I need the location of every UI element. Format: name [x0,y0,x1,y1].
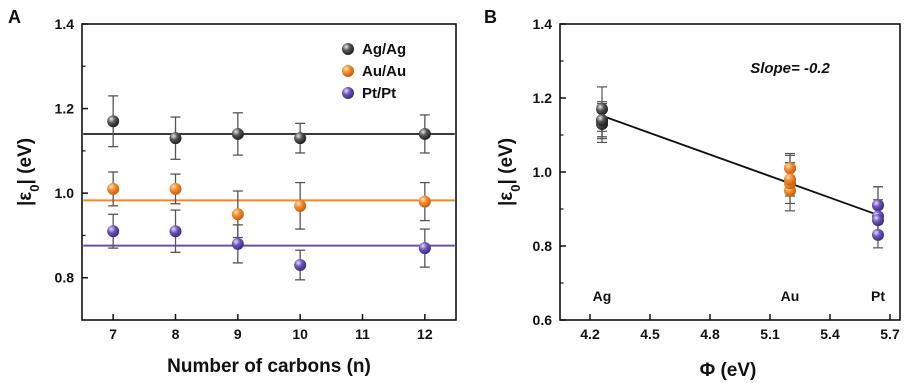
x-tick-label: 11 [355,326,370,342]
data-point-ag-ag [294,132,307,145]
y-tick-label: 0.6 [533,312,553,328]
x-tick-label: 12 [417,326,433,342]
panel-a-legend: Ag/Ag Au/Au Pt/Pt [342,41,406,102]
data-point-au [784,162,796,175]
y-tick-label: 1.2 [533,90,553,106]
panel-b-error-bars [597,86,883,249]
panel-a-mean-lines [83,132,455,247]
panel-b-tick-labels: 4.2 4.5 4.8 5.1 5.4 5.7 0.6 0.8 1.0 1.2 1.4 [533,16,900,342]
legend-label-ag-ag: Ag/Ag [362,41,406,58]
x-tick-label: 8 [172,326,180,342]
legend-label-au-au: Au/Au [362,63,406,80]
y-tick-label: 1.4 [55,16,75,32]
panel-b-ticks [560,23,891,321]
panel-a-letter: A [8,7,21,27]
legend-marker-pt-pt [342,87,354,99]
data-point-pt-pt [107,225,120,238]
panel-b-letter: B [484,7,497,27]
data-point-pt-pt [294,259,307,272]
panel-a-tick-labels: 7 8 9 10 11 12 0.8 1.0 1.2 1.4 [55,16,433,342]
x-tick-label: 4.5 [640,326,660,342]
y-tick-label: 1.2 [55,101,75,117]
legend-marker-ag-ag [342,43,354,55]
x-tick-label: 7 [109,326,117,342]
data-point-pt-pt [418,242,431,255]
panel-a-x-axis-title: Number of carbons (n) [167,356,371,377]
panel-a-points [107,115,431,272]
y-tick-label: 1.0 [533,164,553,180]
data-point-au [784,173,796,186]
data-point-au-au [107,182,120,195]
x-tick-label: 5.1 [760,326,780,342]
metal-label-pt: Pt [871,288,885,304]
x-tick-label: 9 [234,326,242,342]
legend-marker-au-au [342,65,354,77]
data-point-pt [872,199,884,212]
panel-b-y-axis-title: |ε0| (eV) [496,138,523,206]
metal-label-au: Au [781,288,800,304]
panel-a: A 7 8 9 10 11 120.81.01.21.4 Ag/AgAu/AuPt/Pt … [8,7,457,377]
panel-a-y-axis-title: |ε0| (eV) [15,138,42,206]
data-point-pt-pt [169,225,182,238]
data-point-ag-ag [231,127,244,140]
data-point-ag-ag [169,132,182,145]
x-tick-label: 5.7 [880,326,900,342]
panel-b-x-axis-title: Φ (eV) [700,360,757,381]
x-tick-label: 4.8 [700,326,720,342]
data-point-au-au [294,199,307,212]
data-point-ag [596,114,608,127]
data-point-au-au [418,195,431,208]
panel-b: B 4.2 4.5 4.8 5.1 5.4 5.7 0.6 0.8 1.0 1.2 1.4 Ag Au… [484,7,901,381]
data-point-pt [872,228,884,241]
x-tick-label: 4.2 [580,326,600,342]
y-tick-label: 1.0 [55,185,75,201]
data-point-ag-ag [418,127,431,140]
panel-b-frame [559,23,901,321]
data-point-ag [596,103,608,116]
data-point-au-au [231,208,244,221]
panel-a-error-bars [108,95,430,281]
panel-a-frame [81,23,457,321]
data-point-au-au [169,182,182,195]
fit-line [601,114,881,217]
metal-label-ag: Ag [593,288,612,304]
legend-label-pt-pt: Pt/Pt [362,85,396,102]
panel-b-metal-labels: Ag Au Pt [593,288,886,304]
x-tick-label: 5.4 [820,326,840,342]
x-tick-label: 10 [292,326,308,342]
panel-b-fit-line [601,114,881,217]
data-point-pt [872,214,884,227]
y-tick-label: 1.4 [533,16,553,32]
data-point-ag-ag [107,115,120,128]
panel-b-slope-annotation: Slope= -0.2 [750,60,830,77]
panel-b-points [596,103,884,241]
y-tick-label: 0.8 [533,238,553,254]
data-point-pt-pt [231,237,244,250]
y-tick-label: 0.8 [55,270,75,286]
